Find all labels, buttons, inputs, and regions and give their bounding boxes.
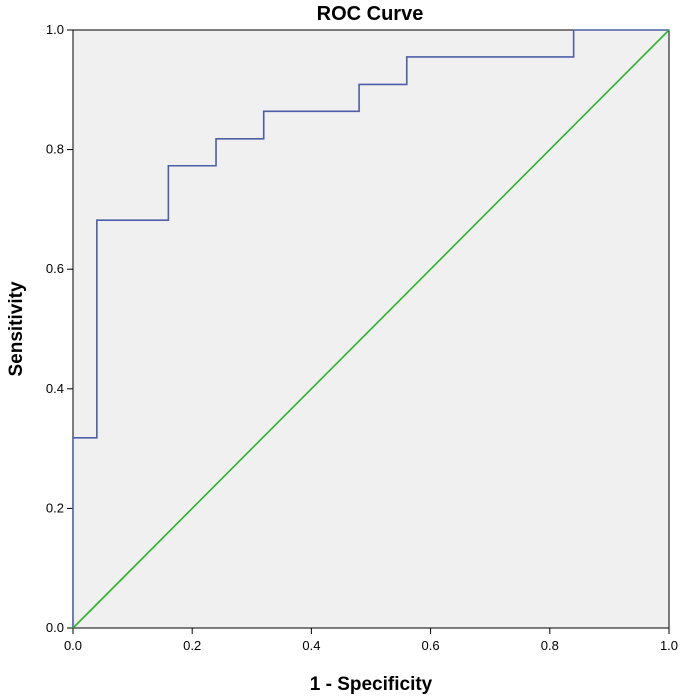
x-tick-label: 0.6 [422,638,440,653]
x-tick-label: 0.4 [302,638,320,653]
x-tick-label: 1.0 [660,638,678,653]
x-tick-label: 0.2 [183,638,201,653]
y-tick-label: 0.8 [46,142,64,157]
x-tick-label: 0.8 [541,638,559,653]
x-axis-label: 1 - Specificity [310,674,433,695]
y-tick-label: 0.2 [46,500,64,515]
x-tick-label: 0.0 [64,638,82,653]
reference-diagonal-line [72,29,670,629]
roc-curve-line [72,29,669,628]
y-tick-label: 0.4 [46,381,64,396]
chart-title: ROC Curve [317,3,424,25]
y-tick-label: 0.0 [46,620,64,635]
y-tick-label: 0.6 [46,261,64,276]
y-tick-label: 1.0 [46,22,64,37]
y-axis-label: Sensitivity [6,281,27,376]
